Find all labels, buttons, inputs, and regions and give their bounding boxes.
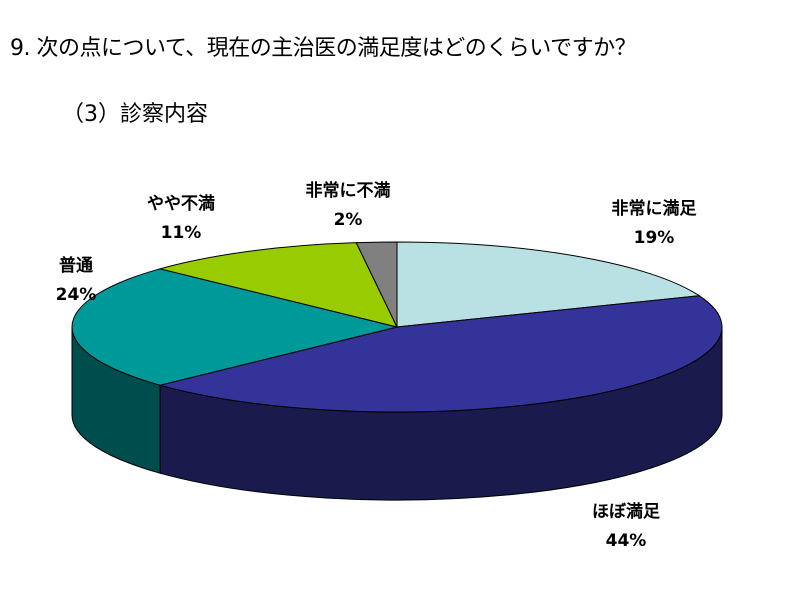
slice-percent-very-satisfied: 19% [634,228,675,248]
pie-slice-neutral [71,268,398,386]
pie-labels: 非常に満足 19% ほぼ満足 44% 普通 24% やや不満 11% 非常に不満 2% [56,180,697,551]
chart-subtitle: （3）診察内容 [62,102,208,127]
slice-label-mostly-satisfied: ほぼ満足 [592,501,660,522]
slice-percent-neutral: 24% [56,285,97,305]
pie-slice-very-satisfied [396,241,701,328]
pie-slice-somewhat-dissatisfied [158,242,398,328]
slice-label-neutral: 普通 [59,255,93,276]
pie-tops [71,241,723,413]
page-title: 9. 次の点について、現在の主治医の満足度はどのくらいですか？ [10,36,637,61]
pie-slice-very-dissatisfied [355,241,398,328]
slice-label-somewhat-dissatisfied: やや不満 [147,193,215,214]
slice-label-very-satisfied: 非常に満足 [612,198,697,219]
pie-sides [71,326,723,501]
slice-percent-mostly-satisfied: 44% [606,531,647,551]
pie-slice-mostly-satisfied [158,295,723,413]
slice-label-very-dissatisfied: 非常に不満 [306,180,391,201]
slice-percent-very-dissatisfied: 2% [334,210,363,230]
slice-percent-somewhat-dissatisfied: 11% [161,223,202,243]
